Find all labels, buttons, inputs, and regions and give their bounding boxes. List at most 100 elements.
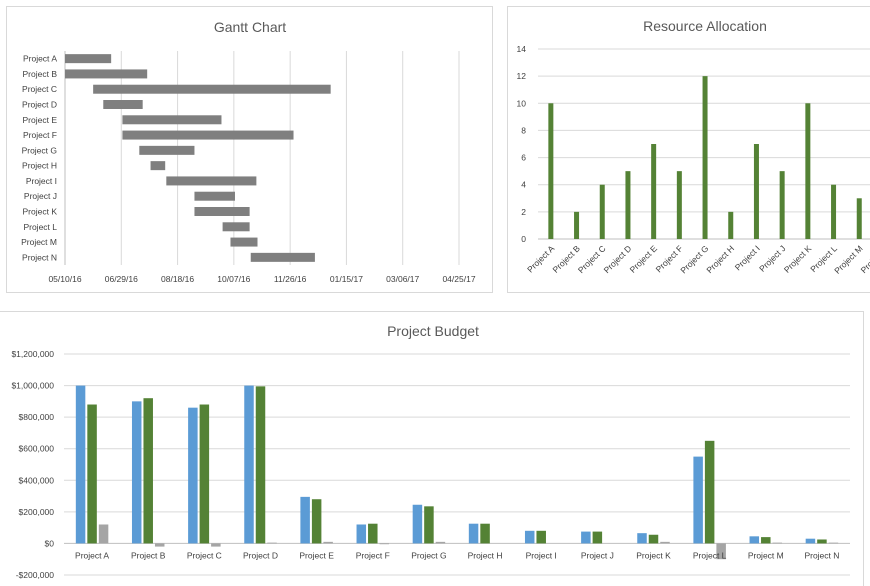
budget-bar-actual [536,530,546,544]
y-category-label: Project A [23,54,57,64]
x-category-label: Project A [75,550,109,560]
x-category-label: Project E [628,243,660,275]
budget-bar-budget [188,407,198,544]
budget-bar-actual [368,523,378,544]
gantt-bar [250,252,315,262]
x-category-label: Project N [804,550,839,560]
project-budget-panel: Project Budget -$200,000 $0 $200,000 $400,00… [0,311,864,586]
resource-bar [856,198,862,239]
budget-bar-actual [704,440,715,544]
x-category-label: Project C [187,550,222,560]
gantt-chart-svg: Gantt Chart 05/10/16 06/29/16 08/18/16 10/07… [21,19,476,284]
budget-bar-actual [143,398,153,544]
y-tick-label: -$200,000 [16,570,55,580]
y-category-label: Project K [23,207,58,217]
budget-bar-variance [267,542,277,544]
y-category-label: Project H [22,161,57,171]
chart-title: Project Budget [387,323,479,339]
x-category-label: Project I [526,550,557,560]
gantt-bar [103,100,143,109]
gantt-bar [166,176,257,186]
budget-bar-budget [637,533,647,544]
budget-bar-variance [379,543,390,545]
budget-bar-actual [424,506,434,544]
y-category-label: Project F [23,130,57,140]
budget-bar-variance [772,542,783,544]
budget-bar-budget [131,401,142,544]
x-category-label: Project K [782,243,814,275]
x-tick-label: 04/25/17 [442,274,475,284]
y-tick-label: $1,200,000 [11,349,54,359]
y-category-label: Project E [23,115,58,125]
budget-bar-budget [749,536,760,544]
y-tick-label: 10 [517,98,527,108]
gantt-bar [230,237,258,247]
budget-bar-variance [828,542,839,544]
y-category-label: Project B [23,69,58,79]
budget-bar-actual [761,537,771,544]
resource-bar [779,171,785,239]
y-category-label: Project N [22,252,57,262]
budget-bar-actual [817,539,827,544]
budget-bar-variance [435,541,446,544]
budget-bar-budget [244,385,254,544]
x-category-label: Project B [131,550,166,560]
y-category-label: Project M [21,237,57,247]
gantt-chart-panel: Gantt Chart 05/10/16 06/29/16 08/18/16 10/07… [6,6,493,293]
x-category-label: Project L [693,550,727,560]
y-tick-label: 2 [521,207,526,217]
resource-bar [831,184,837,239]
x-category-label: Project H [468,550,503,560]
y-category-label: Project G [22,145,57,155]
x-category-label: Project K [636,550,671,560]
budget-bar-actual [199,404,210,544]
y-category-label: Project J [24,191,57,201]
resource-bar [728,211,734,239]
gantt-bar [65,69,148,79]
y-category-label: Project I [26,176,57,186]
x-category-label: Project G [411,550,446,560]
resource-bar [805,103,811,240]
y-tick-label: 12 [517,71,527,81]
budget-bar-variance [98,524,109,544]
chart-title: Resource Allocation [643,18,767,34]
budget-bar-budget [524,530,535,544]
gantt-bar [194,207,250,216]
gantt-bar [139,145,195,155]
y-tick-label: 6 [521,153,526,163]
y-category-label: Project D [22,100,57,110]
y-tick-label: 14 [517,44,527,54]
budget-bar-budget [693,456,703,544]
y-tick-label: 8 [521,125,526,135]
gantt-bar [150,161,166,171]
y-tick-label: $1,000,000 [11,381,54,391]
budget-bar-budget [75,385,86,544]
budget-bar-budget [581,531,591,544]
y-tick-label: $0 [45,538,55,548]
resource-bar [676,171,682,239]
gantt-bar [222,222,250,232]
project-budget-svg: Project Budget -$200,000 $0 $200,000 $400,00… [11,323,850,580]
budget-bar-budget [300,496,310,544]
resource-bar [753,144,759,239]
x-category-label: Project F [356,550,390,560]
y-category-label: Project L [23,222,57,232]
resource-bar [702,76,708,240]
x-category-label: Project D [243,550,278,560]
gantt-bar [122,130,294,140]
budget-bar-actual [311,499,322,544]
y-tick-label: $600,000 [19,444,55,454]
gantt-bar [194,191,235,201]
gantt-bar [122,115,222,125]
budget-bar-budget [805,538,816,544]
chart-title: Gantt Chart [214,19,286,35]
budget-bar-variance [211,543,221,547]
resource-bar [574,211,580,239]
resource-bar [651,144,657,239]
budget-bar-budget [356,524,367,544]
gantt-bar [65,54,112,64]
x-category-label: Project E [299,550,334,560]
budget-bar-budget [412,504,423,544]
budget-bar-actual [255,386,266,544]
